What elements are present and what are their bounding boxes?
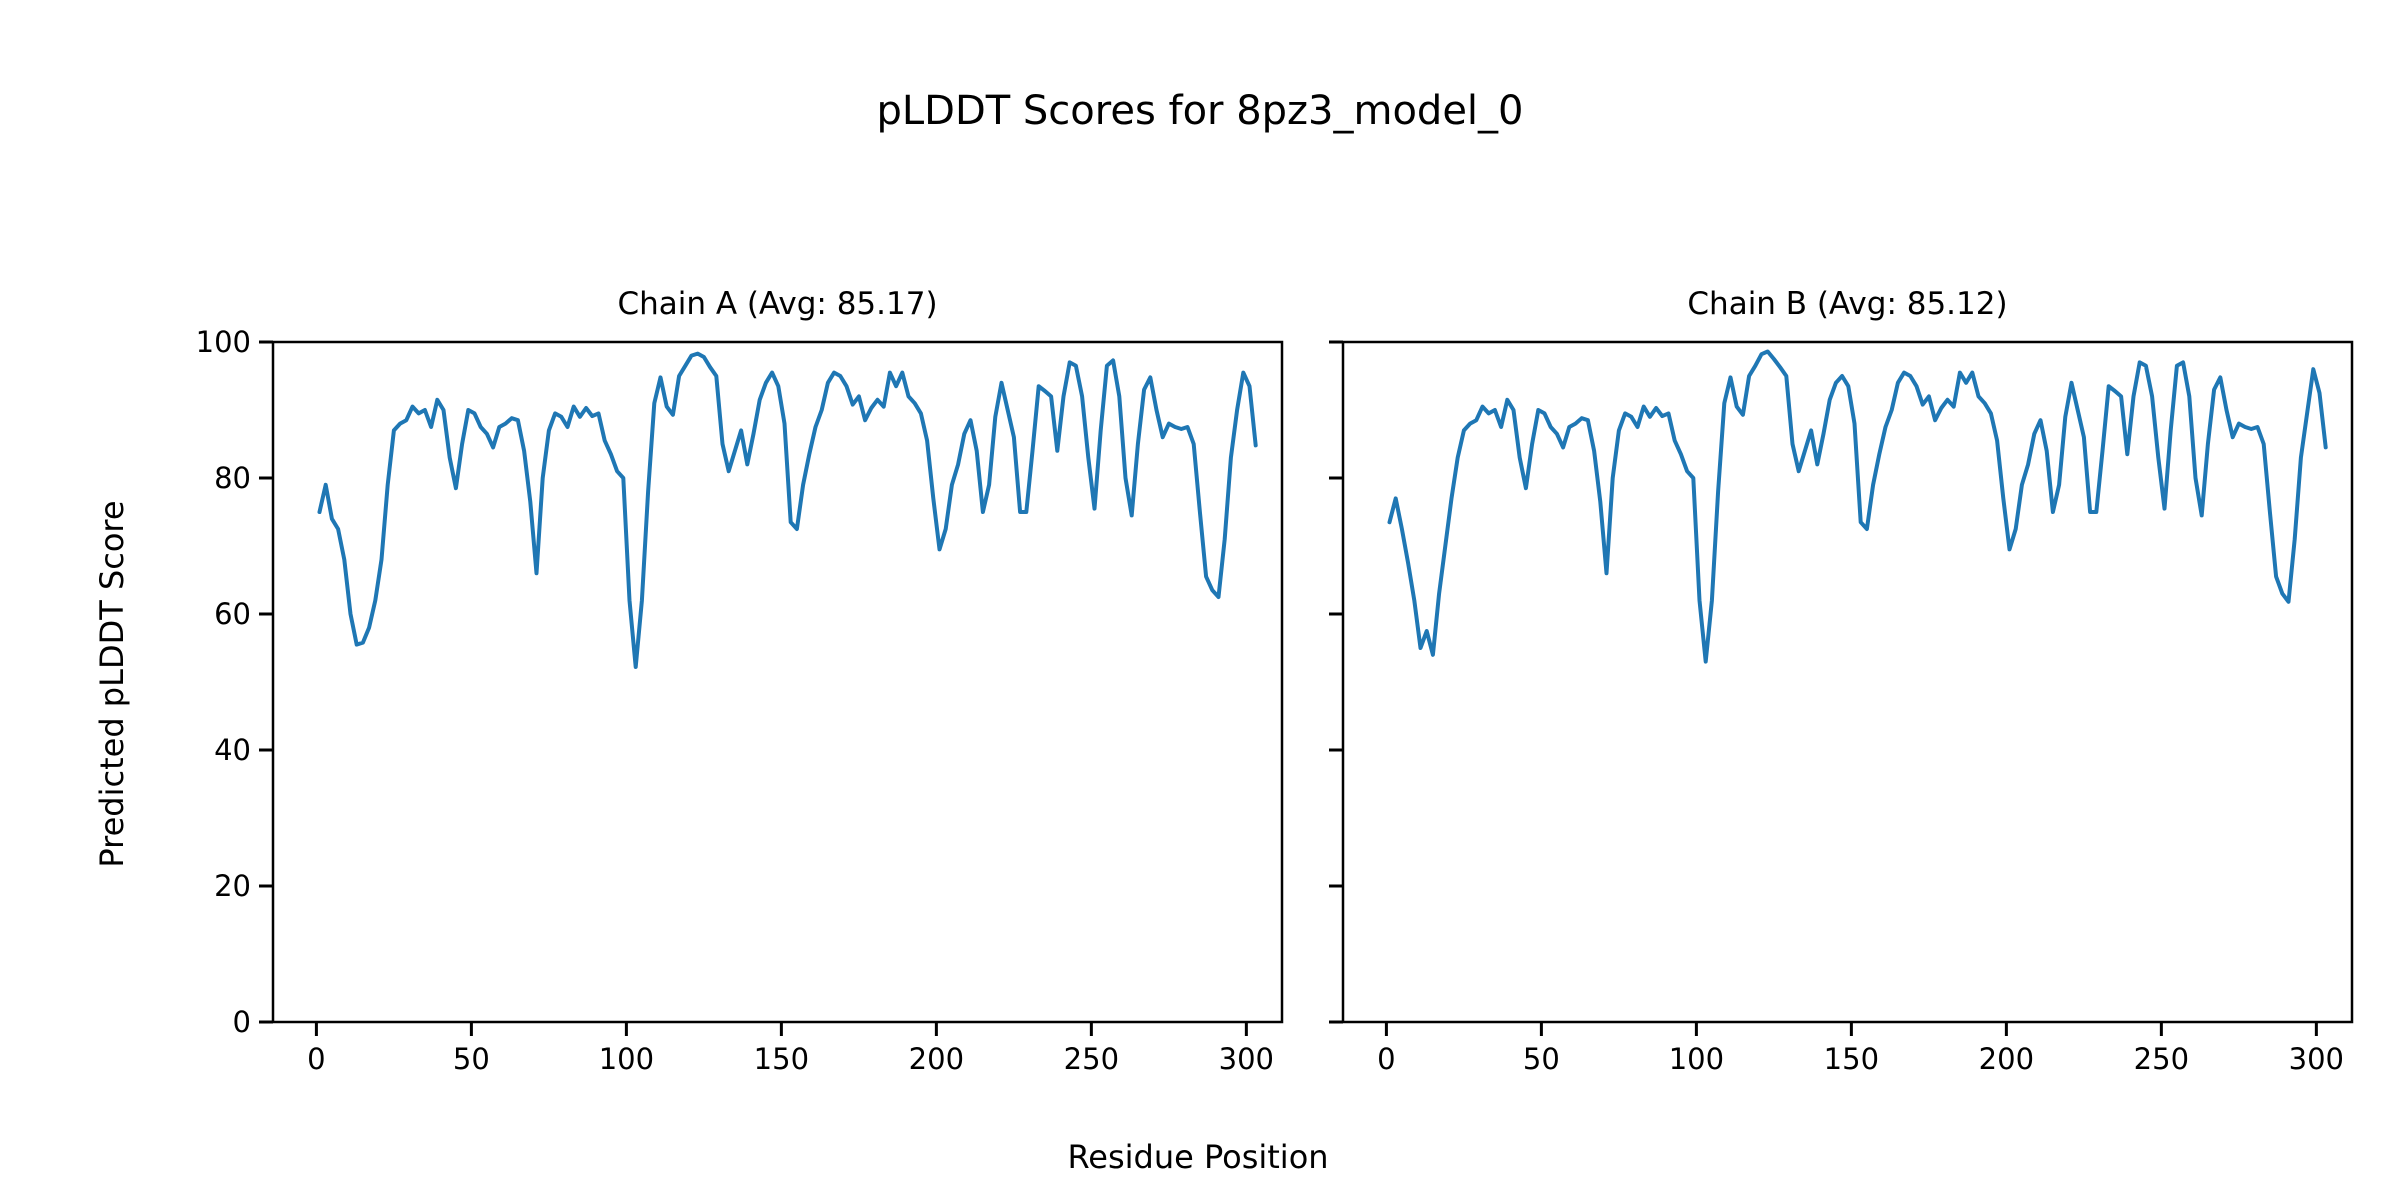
- x-tick-label: 150: [1823, 1042, 1880, 1076]
- plddt-line: [317, 351, 1258, 669]
- chain-a-plot: Chain A (Avg: 85.17) 0 50 100 150 200 250 300 0…: [196, 286, 1284, 1076]
- chain-a-title: Chain A (Avg: 85.17): [617, 286, 938, 322]
- x-tick-label: 250: [2133, 1042, 2190, 1076]
- axes-frame: [271, 340, 1284, 1024]
- y-tick-label: 60: [214, 597, 251, 631]
- y-tick-label: 100: [195, 325, 251, 359]
- x-tick-label: 0: [307, 1042, 326, 1076]
- x-tick-label: 100: [1668, 1042, 1725, 1076]
- x-tick-label: 50: [452, 1042, 490, 1076]
- x-tick-label: 200: [1978, 1042, 2035, 1076]
- x-tick-label: 100: [598, 1042, 655, 1076]
- x-tick-label: 150: [753, 1042, 810, 1076]
- x-tick-label: 250: [1063, 1042, 1120, 1076]
- chain-b-title: Chain B (Avg: 85.12): [1687, 286, 2008, 322]
- plddt-line: [1387, 349, 2328, 664]
- chain-b-line-chart: [1329, 340, 2354, 1036]
- axes-frame: [1341, 340, 2354, 1024]
- y-tick-label: 40: [214, 733, 251, 767]
- chain-a-line-chart: [259, 340, 1284, 1036]
- chain-b-plot: Chain B (Avg: 85.12) 0 50 100 150 200 250 300: [1329, 286, 2354, 1076]
- figure-title: pLDDT Scores for 8pz3_model_0: [876, 88, 1524, 134]
- x-tick-label: 0: [1377, 1042, 1396, 1076]
- x-tick-label: 50: [1522, 1042, 1560, 1076]
- x-tick-label: 200: [908, 1042, 965, 1076]
- y-tick-label: 80: [214, 461, 251, 495]
- x-tick-label: 300: [2288, 1042, 2345, 1076]
- y-tick-label: 20: [214, 869, 251, 903]
- y-axis-label: Predicted pLDDT Score: [93, 500, 131, 868]
- y-tick-label: 0: [232, 1005, 251, 1039]
- x-axis-label: Residue Position: [1067, 1138, 1329, 1176]
- x-tick-label: 300: [1218, 1042, 1275, 1076]
